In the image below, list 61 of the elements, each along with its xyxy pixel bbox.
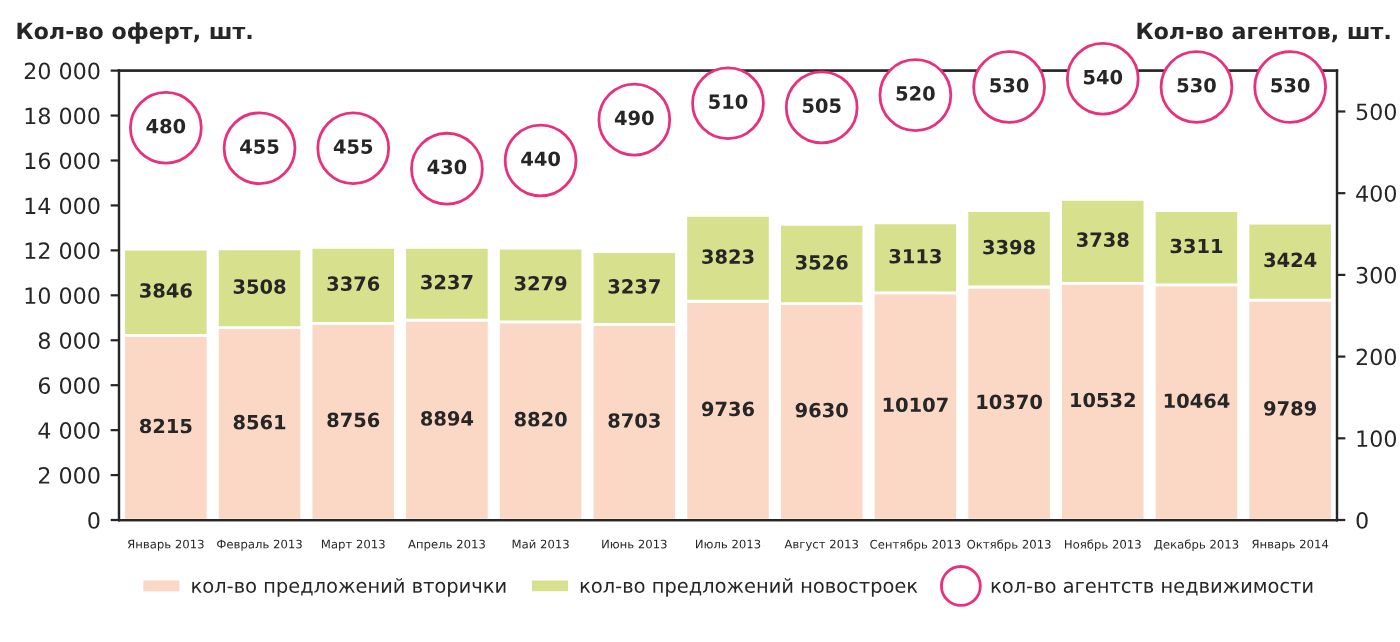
- data-label: 520: [896, 86, 935, 101]
- y-tick-label: 10 000: [25, 287, 100, 305]
- data-label: 510: [709, 94, 748, 109]
- data-label: 3376: [327, 276, 380, 291]
- data-label: 3398: [983, 239, 1035, 255]
- data-label: 10532: [1071, 392, 1135, 408]
- data-label: 505: [802, 98, 841, 114]
- data-label: 3237: [608, 279, 660, 294]
- y2-tick-label: 300: [1356, 266, 1396, 284]
- data-label: 490: [614, 110, 654, 126]
- data-label: 8894: [421, 411, 474, 426]
- data-label: 3279: [514, 275, 567, 291]
- data-label: 480: [146, 118, 186, 134]
- data-label: 455: [333, 139, 373, 154]
- y-tick-label: 8 000: [38, 332, 100, 350]
- data-label: 3237: [421, 274, 473, 290]
- data-label: 9736: [701, 401, 755, 417]
- data-label: 3508: [233, 279, 286, 294]
- y2-tick-label: 500: [1356, 103, 1396, 121]
- y-tick-label: 2 000: [38, 467, 100, 484]
- y2-axis-title: Кол-во агентов, шт.: [1137, 22, 1390, 43]
- data-label: 8561: [233, 414, 286, 430]
- y-axis-title: Кол-во оферт, шт.: [17, 22, 252, 44]
- data-label: 530: [1177, 77, 1216, 93]
- data-label: 8820: [514, 411, 567, 427]
- y-tick-label: 14 000: [25, 197, 100, 215]
- legend-label: кол-во агентств недвижимости: [991, 581, 1313, 596]
- y-tick-label: 20 000: [24, 62, 100, 80]
- y2-tick-label: 100: [1357, 430, 1396, 448]
- data-label: 3738: [1077, 232, 1129, 248]
- y-tick-label: 18 000: [25, 107, 100, 125]
- legend-label: кол-во предложений новостроек: [580, 578, 918, 597]
- y2-tick-label: 200: [1356, 348, 1396, 366]
- y-tick-label: 6 000: [38, 377, 100, 394]
- data-label: 3113: [889, 248, 941, 264]
- y-tick-label: 16 000: [25, 152, 100, 170]
- legend-label: кол-во предложений вторички: [192, 578, 506, 597]
- data-label: 8756: [327, 412, 380, 428]
- data-label: 10464: [1164, 393, 1230, 409]
- data-label: 530: [990, 77, 1029, 93]
- data-label: 3526: [795, 254, 848, 270]
- data-label: 455: [240, 139, 279, 154]
- data-label: 440: [521, 151, 560, 167]
- data-label: 540: [1083, 69, 1123, 85]
- data-label: 530: [1271, 77, 1310, 93]
- data-label: 9630: [795, 402, 848, 418]
- data-label: 3846: [140, 283, 192, 298]
- data-label: 3823: [702, 249, 754, 264]
- y-tick-label: 0: [88, 511, 100, 529]
- data-label: 10107: [883, 397, 948, 413]
- y2-tick-label: 0: [1356, 511, 1368, 529]
- y-tick-label: 4 000: [38, 422, 100, 439]
- data-label: 9789: [1264, 400, 1316, 416]
- data-label: 3311: [1170, 238, 1223, 254]
- data-label: 8703: [608, 413, 660, 428]
- data-label: 10370: [977, 394, 1042, 410]
- y2-tick-label: 400: [1356, 185, 1396, 202]
- data-label: 3424: [1264, 252, 1317, 268]
- y-tick-label: 12 000: [25, 242, 100, 260]
- data-label: 8215: [139, 418, 192, 434]
- data-label: 430: [427, 159, 467, 175]
